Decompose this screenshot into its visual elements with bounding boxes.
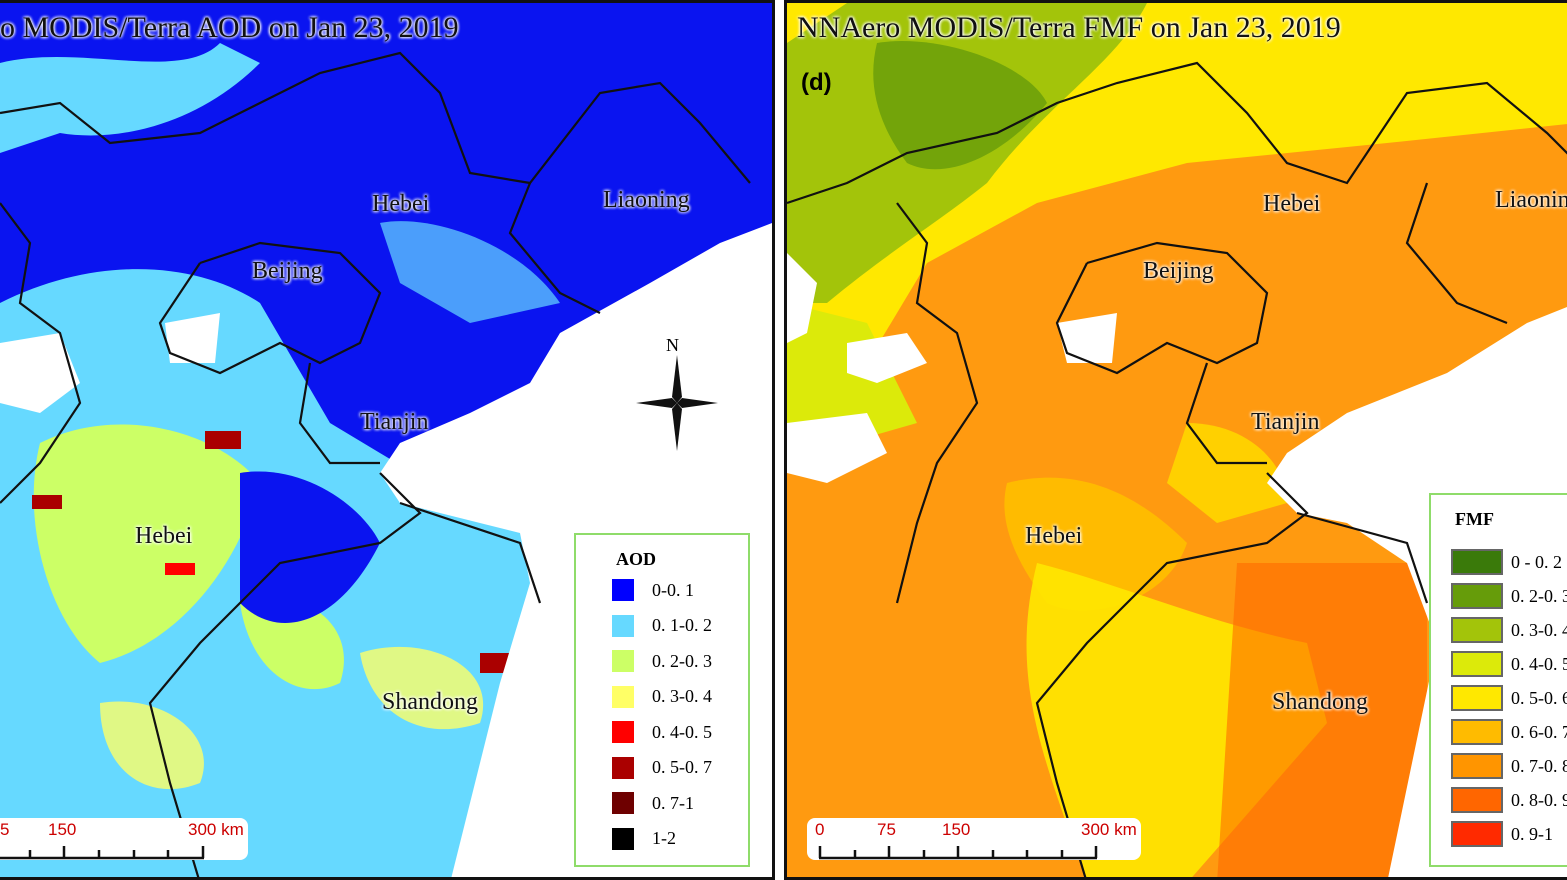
scale-label: 0 (815, 820, 825, 839)
legend-item: 0. 7-0. 8 (1451, 753, 1567, 779)
legend-swatch (1451, 651, 1503, 677)
scale-label: 300 km (1081, 820, 1137, 839)
aod-legend: AOD 0-0. 1 0. 1-0. 2 0. 2-0. 3 0. 3-0. 4 0. … (574, 533, 750, 867)
legend-item: 0. 9-1 (1451, 821, 1553, 847)
scale-bar: 5 150 300 km (0, 818, 248, 860)
legend-label: 0. 2-0. 3 (1511, 585, 1567, 606)
map-title: NNAero MODIS/Terra FMF on Jan 23, 2019 (797, 11, 1341, 44)
legend-label: 0. 4-0. 5 (652, 721, 712, 742)
legend-label: 0. 5-0. 6 (1511, 687, 1567, 708)
scale-label: 5 (0, 820, 10, 839)
legend-swatch (1451, 753, 1503, 779)
fmf-legend: FMF 0 - 0. 2 0. 2-0. 3 0. 3-0. 4 0. 4-0. 5 0… (1429, 493, 1567, 867)
place-label-hebei-north: Hebei (1263, 191, 1321, 217)
scale-bar: 0 75 150 300 km (807, 818, 1141, 860)
scale-label: 150 (48, 820, 77, 839)
place-label-beijing: Beijing (1143, 258, 1214, 284)
legend-item: 0. 8-0. 9 (1451, 787, 1567, 813)
compass-rose-icon (636, 355, 718, 451)
legend-item: 0. 7-1 (612, 792, 694, 814)
legend-swatch (612, 579, 634, 601)
place-label-liaoning: Liaonin (1495, 187, 1567, 213)
legend-item: 0. 3-0. 4 (1451, 617, 1567, 643)
legend-label: 0-0. 1 (652, 579, 694, 600)
legend-label: 0. 2-0. 3 (652, 650, 712, 671)
legend-item: 0-0. 1 (612, 579, 694, 601)
panel-letter: (d) (801, 69, 832, 96)
legend-title: FMF (1455, 509, 1494, 529)
legend-item: 0. 4-0. 5 (1451, 651, 1567, 677)
legend-label: 0. 4-0. 5 (1511, 653, 1567, 674)
legend-swatch (612, 792, 634, 814)
legend-item: 0. 3-0. 4 (612, 685, 712, 708)
scale-ticks (0, 846, 205, 860)
legend-item: 0. 2-0. 3 (612, 650, 712, 672)
fmf-map-panel: (d) NNAero MODIS/Terra FMF on Jan 23, 20… (784, 0, 1567, 880)
legend-swatch (1451, 787, 1503, 813)
place-label-shandong: Shandong (1272, 689, 1368, 715)
legend-swatch (612, 685, 634, 708)
legend-swatch (1451, 719, 1503, 745)
legend-swatch (1451, 549, 1503, 575)
legend-label: 0. 6-0. 7 (1511, 721, 1567, 742)
legend-swatch (612, 650, 634, 672)
legend-label: 0. 9-1 (1511, 823, 1553, 844)
legend-label: 0. 3-0. 4 (652, 686, 712, 706)
legend-item: 0 - 0. 2 (1451, 549, 1562, 575)
legend-label: 0. 5-0. 7 (652, 757, 712, 777)
legend-label: 1-2 (652, 828, 676, 848)
north-label: N (666, 335, 679, 355)
legend-swatch (612, 756, 634, 779)
legend-item: 0. 5-0. 7 (612, 756, 712, 779)
aod-map-panel: o MODIS/Terra AOD on Jan 23, 2019 Hebei … (0, 0, 775, 880)
legend-label: 0 - 0. 2 (1511, 551, 1562, 572)
legend-swatch (612, 827, 634, 850)
legend-swatch (1451, 821, 1503, 847)
legend-item: 0. 4-0. 5 (612, 721, 712, 743)
scale-ticks (818, 846, 1098, 860)
scale-label: 300 km (188, 820, 244, 839)
legend-label: 0. 7-0. 8 (1511, 755, 1567, 776)
legend-item: 0. 1-0. 2 (612, 614, 712, 637)
legend-swatch (1451, 617, 1503, 643)
place-label-hebei-south: Hebei (135, 523, 193, 549)
legend-item: 0. 2-0. 3 (1451, 583, 1567, 609)
legend-label: 0. 7-1 (652, 792, 694, 813)
legend-swatch (612, 614, 634, 637)
legend-title: AOD (616, 549, 656, 569)
legend-label: 0. 3-0. 4 (1511, 619, 1567, 640)
legend-swatch (1451, 583, 1503, 609)
place-label-shandong: Shandong (382, 689, 478, 715)
place-label-beijing: Beijing (252, 258, 323, 284)
place-label-tianjin: Tianjin (1251, 409, 1320, 435)
legend-swatch (1451, 685, 1503, 711)
place-label-hebei-south: Hebei (1025, 523, 1083, 549)
scale-label: 75 (877, 820, 896, 839)
place-label-liaoning: Liaoning (603, 187, 690, 213)
legend-label: 0. 1-0. 2 (652, 615, 712, 635)
scale-label: 150 (942, 820, 971, 839)
legend-item: 0. 5-0. 6 (1451, 685, 1567, 711)
place-label-hebei-north: Hebei (372, 191, 430, 217)
place-label-tianjin: Tianjin (360, 409, 429, 435)
map-title: o MODIS/Terra AOD on Jan 23, 2019 (0, 11, 459, 44)
legend-item: 1-2 (612, 827, 676, 850)
legend-label: 0. 8-0. 9 (1511, 789, 1567, 810)
legend-swatch (612, 721, 634, 743)
legend-item: 0. 6-0. 7 (1451, 719, 1567, 745)
